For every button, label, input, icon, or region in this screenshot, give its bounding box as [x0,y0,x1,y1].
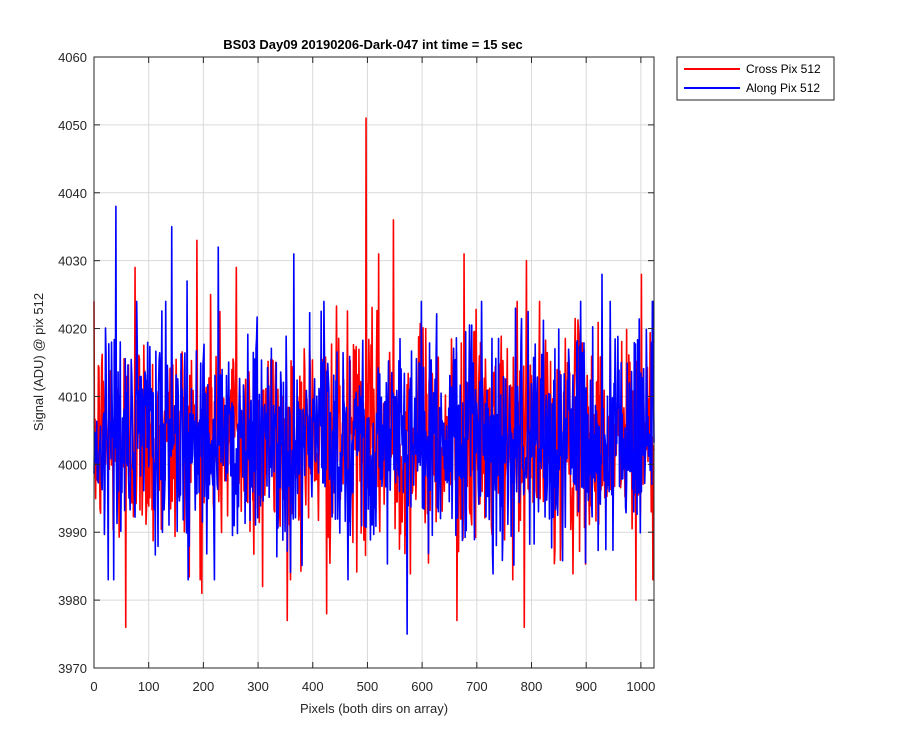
y-tick-label: 4020 [58,322,87,337]
legend-box [676,56,835,101]
y-tick-label: 3980 [58,593,87,608]
series-line-along-pix [93,205,655,635]
x-tick-label: 600 [411,679,433,694]
data-series [93,117,655,635]
x-tick-label: 100 [138,679,160,694]
legend-label-cross: Cross Pix 512 [746,62,821,76]
x-tick-label: 200 [193,679,215,694]
y-tick-label: 4030 [58,254,87,269]
axes-background [94,57,654,668]
legend-label-along: Along Pix 512 [746,81,820,95]
x-tick-label: 300 [247,679,269,694]
x-axis-label: Pixels (both dirs on array) [300,701,448,716]
y-tick-label: 4060 [58,50,87,65]
y-axis-label: Signal (ADU) @ pix 512 [31,293,46,431]
y-tick-label: 4000 [58,457,87,472]
x-tick-label: 700 [466,679,488,694]
x-tick-label: 0 [90,679,97,694]
x-tick-label: 1000 [626,679,655,694]
y-tick-label: 3970 [58,661,87,676]
plot-area: 0 100 200 300 400 500 600 700 800 900 1000 3970 3980… [58,50,655,694]
x-tick-label: 400 [302,679,324,694]
x-tick-label: 800 [521,679,543,694]
y-tick-label: 4050 [58,118,87,133]
x-tick-label: 900 [575,679,597,694]
axes-box [93,56,655,669]
x-tick-label: 500 [357,679,379,694]
legend: Cross Pix 512 Along Pix 512 [676,56,835,101]
chart-title: BS03 Day09 20190206-Dark-047 int time = … [223,37,523,52]
axis-ticks: 0 100 200 300 400 500 600 700 800 900 1000 3970 3980… [58,50,655,694]
y-tick-label: 4010 [58,389,87,404]
y-tick-label: 3990 [58,525,87,540]
y-tick-label: 4040 [58,186,87,201]
